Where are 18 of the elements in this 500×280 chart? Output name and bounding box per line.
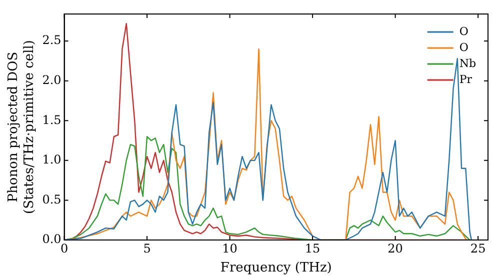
- y-tick-label: 1.0: [42, 152, 62, 167]
- y-tick-label: 0.0: [42, 232, 62, 246]
- legend-label: O: [459, 24, 468, 38]
- legend-label: O: [459, 40, 468, 54]
- x-axis-title: Frequency (THz): [220, 260, 332, 276]
- x-tick-label: 25: [470, 241, 486, 256]
- y-tick-label: 2.5: [42, 33, 62, 48]
- y-tick-label: 1.5: [42, 112, 62, 127]
- x-tick-label: 5: [143, 241, 151, 256]
- y-axis-title: Phonon projected DOS (States/THz·primitive cell): [6, 40, 37, 214]
- x-tick-label: 10: [222, 241, 238, 256]
- x-tick-label: 0: [60, 241, 68, 256]
- x-tick-label: 15: [304, 241, 320, 256]
- legend-label: Pr: [459, 72, 473, 86]
- x-tick-label: 20: [388, 241, 403, 256]
- y-tick-label: 0.5: [42, 192, 62, 206]
- legend-label: Nb: [459, 56, 476, 70]
- y-tick-label: 2.0: [42, 72, 62, 87]
